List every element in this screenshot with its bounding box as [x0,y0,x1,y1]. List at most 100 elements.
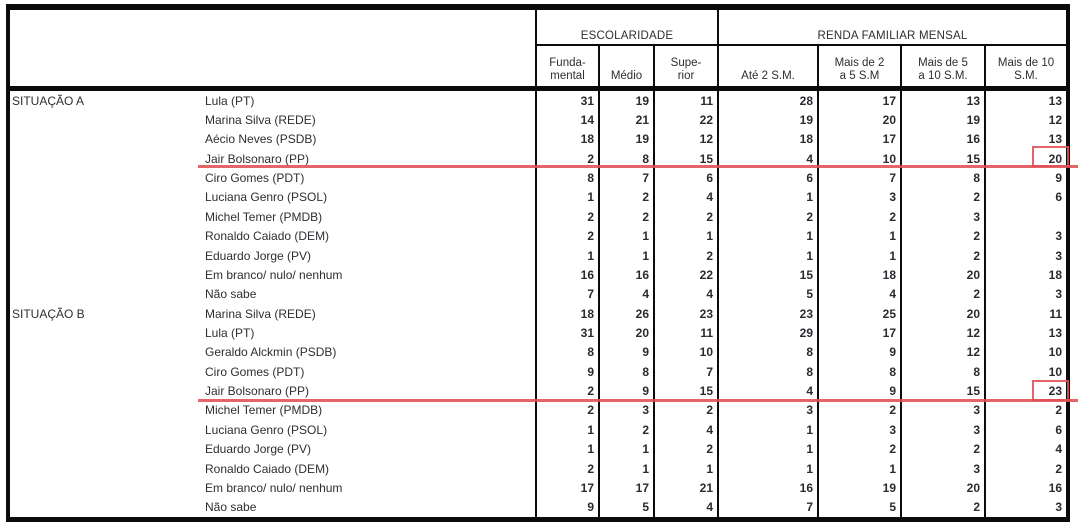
value-cell: 7 [653,362,717,382]
table-row: Luciana Genro (PSOL) 1 2 4 1 3 2 6 [10,187,1066,208]
column-header-line: Mais de 10 [997,57,1055,69]
value-cell: 3 [984,284,1066,304]
value-cell: 5 [598,497,653,517]
column-header-line: Até 2 S.M. [741,70,795,82]
value-cell: 17 [817,91,900,111]
table-row: Em branco/ nulo/ nenhum 17 17 21 16 19 20 16 [10,478,1066,498]
value-cell: 7 [598,168,653,188]
table-row: Em branco/ nulo/ nenhum 16 16 22 15 18 20 18 [10,265,1066,285]
value-cell: 10 [817,149,900,169]
table-row: Luciana Genro (PSOL) 1 2 4 1 3 3 6 [10,420,1066,440]
value-cell: 6 [984,420,1066,440]
candidate-name: Em branco/ nulo/ nenhum [205,267,343,282]
column-header-line: a 10 S.M. [918,70,968,82]
value-cell: 5 [717,284,817,304]
value-cell: 2 [598,187,653,208]
value-cell: 2 [653,400,717,421]
situation-label [10,498,205,517]
value-cell: 9 [984,168,1066,188]
candidate-name: Não sabe [205,287,257,302]
column-header-line: Supe- [670,57,702,69]
value-cell: 28 [717,91,817,111]
value-cell: 13 [984,91,1066,111]
table-row: Não sabe 9 5 4 7 5 2 3 [10,497,1066,517]
candidate-name: Não sabe [205,500,257,515]
value-cell: 1 [598,439,653,459]
value-cell: 20 [598,323,653,343]
value-cell: 1 [817,226,900,246]
value-cell: 1 [817,458,900,479]
value-cell: 1 [653,458,717,479]
value-cell: 16 [984,478,1066,498]
header-spacer-cell [10,46,535,86]
value-cell: 7 [717,497,817,517]
value-cell: 4 [598,284,653,304]
value-cell: 4 [653,497,717,517]
value-cell: 7 [535,284,598,304]
candidate-name: Jair Bolsonaro (PP) [205,151,310,166]
table-row: Michel Temer (PMDB) 2 3 2 3 2 3 2 [10,400,1066,421]
value-cell: 8 [535,168,598,188]
value-cell: 31 [535,323,598,343]
column-header-line: Mais de 2 [834,57,885,69]
value-cell: 17 [535,478,598,498]
table-body: SITUAÇÃO A Lula (PT) 31 19 11 28 17 13 13 Marina … [10,91,1066,517]
value-cell: 4 [653,284,717,304]
value-cell: 15 [653,381,717,401]
value-cell: 21 [653,478,717,498]
value-cell: 10 [984,342,1066,363]
situation-label [10,459,205,478]
situation-label [10,440,205,459]
value-cell: 2 [900,226,984,246]
value-cell: 22 [653,265,717,285]
table-row: Marina Silva (REDE) 14 21 22 19 20 19 12 [10,110,1066,130]
value-cell: 12 [984,110,1066,130]
value-cell: 23 [984,381,1066,401]
situation-label [10,381,205,400]
value-cell: 1 [535,420,598,440]
value-cell: 2 [535,381,598,401]
candidate-name: Lula (PT) [205,326,255,341]
table-row: Ciro Gomes (PDT) 8 7 6 6 7 8 9 [10,168,1066,188]
table-row: Aécio Neves (PSDB) 18 19 12 18 17 16 13 [10,129,1066,150]
value-cell: 21 [598,110,653,130]
value-cell: 12 [653,129,717,150]
value-cell: 1 [598,245,653,266]
column-header-1: Funda-mental [535,46,598,86]
column-header-2: Médio [598,46,653,86]
candidate-name: Marina Silva (REDE) [205,306,316,321]
candidate-name: Ronaldo Caiado (DEM) [205,461,330,476]
value-cell: 1 [717,458,817,479]
value-cell: 22 [653,110,717,130]
value-cell: 4 [817,284,900,304]
value-cell: 2 [653,207,717,227]
value-cell: 2 [717,207,817,227]
value-cell: 12 [900,323,984,343]
value-cell: 1 [535,439,598,459]
red-box-situacao-b-value [1032,380,1069,401]
value-cell: 20 [900,303,984,324]
situation-label [10,478,205,497]
value-cell: 1 [717,420,817,440]
situation-label [10,149,205,168]
value-cell: 13 [900,91,984,111]
value-cell: 3 [717,400,817,421]
value-cell: 2 [598,207,653,227]
candidate-name: Ronaldo Caiado (DEM) [205,229,330,244]
column-header-4: Até 2 S.M. [717,46,817,86]
candidate-name: Ciro Gomes (PDT) [205,364,305,379]
table-row: Michel Temer (PMDB) 2 2 2 2 2 3 [10,207,1066,227]
value-cell: 18 [535,129,598,150]
value-cell: 8 [598,149,653,169]
value-cell: 19 [817,478,900,498]
value-cell: 19 [598,91,653,111]
value-cell: 1 [717,245,817,266]
value-cell: 20 [900,478,984,498]
value-cell: 18 [984,265,1066,285]
results-table: ESCOLARIDADE RENDA FAMILIAR MENSAL Funda… [6,4,1070,522]
value-cell: 8 [717,342,817,363]
value-cell: 8 [817,362,900,382]
candidate-name: Luciana Genro (PSOL) [205,422,328,437]
value-cell: 3 [984,226,1066,246]
